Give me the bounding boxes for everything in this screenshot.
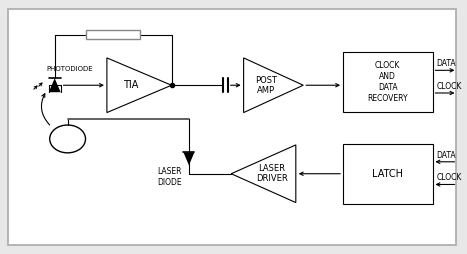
Text: DATA: DATA <box>437 59 456 68</box>
Text: CLOCK: CLOCK <box>437 173 462 182</box>
Text: CLOCK: CLOCK <box>437 82 462 91</box>
Polygon shape <box>49 78 61 92</box>
Text: PHOTODIODE: PHOTODIODE <box>47 66 93 72</box>
Polygon shape <box>244 58 303 113</box>
Text: LASER
DIODE: LASER DIODE <box>157 167 182 187</box>
Ellipse shape <box>50 125 85 153</box>
Text: LATCH: LATCH <box>372 169 403 179</box>
Text: TIA: TIA <box>123 80 139 90</box>
Bar <box>343 52 432 112</box>
Text: DATA: DATA <box>437 151 456 160</box>
Text: POST
AMP: POST AMP <box>255 75 277 95</box>
Polygon shape <box>184 152 194 165</box>
Polygon shape <box>231 145 296 203</box>
Text: LASER
DRIVER: LASER DRIVER <box>256 164 288 183</box>
Bar <box>86 29 141 40</box>
Bar <box>343 144 432 203</box>
Polygon shape <box>107 58 171 113</box>
Text: CLOCK
AND
DATA
RECOVERY: CLOCK AND DATA RECOVERY <box>368 61 408 103</box>
